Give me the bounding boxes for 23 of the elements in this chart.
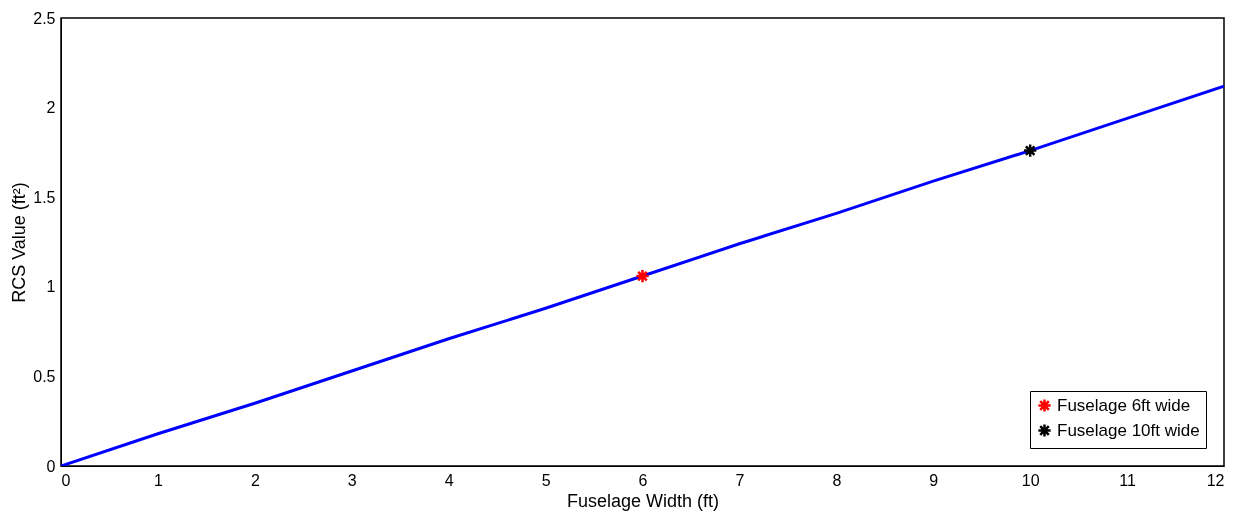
x-tick-label: 12 — [1206, 471, 1225, 489]
x-tick-label: 2 — [250, 471, 260, 489]
x-tick-label: 7 — [735, 471, 745, 489]
x-axis-title: Fuselage Width (ft) — [566, 490, 720, 511]
x-tick-label: 6 — [638, 471, 648, 489]
y-tick-label: 1 — [46, 278, 56, 296]
x-tick-label: 11 — [1119, 471, 1136, 489]
x-tick-label: 10 — [1021, 471, 1040, 489]
y-axis-title: RCS Value (ft²) — [9, 182, 30, 303]
y-tick-label: 0 — [46, 457, 56, 475]
x-tick-label: 5 — [541, 471, 551, 489]
legend-label: Fuselage 6ft wide — [1057, 395, 1191, 415]
x-tick-label: 0 — [61, 471, 71, 489]
x-tick-label: 8 — [832, 471, 842, 489]
x-tick-label: 4 — [444, 471, 454, 489]
x-tick-label: 3 — [347, 471, 357, 489]
y-tick-label: 1.5 — [33, 188, 56, 206]
y-tick-label: 2.5 — [33, 9, 56, 27]
x-tick-label: 9 — [929, 471, 939, 489]
legend-label: Fuselage 10ft wide — [1057, 420, 1200, 440]
y-tick-label: 2 — [46, 99, 56, 117]
y-tick-label: 0.5 — [33, 367, 56, 385]
x-tick-label: 1 — [153, 471, 163, 489]
